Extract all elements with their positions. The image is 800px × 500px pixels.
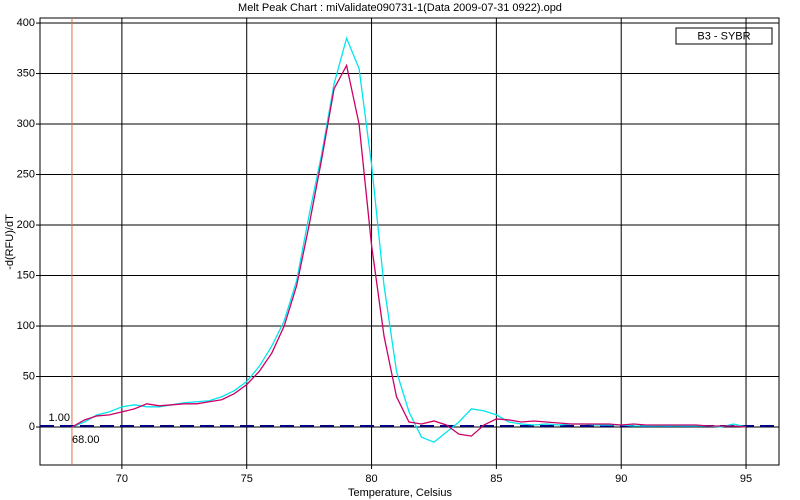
- threshold-label: 1.00: [49, 412, 70, 424]
- y-tick-label: 300: [17, 118, 35, 130]
- y-tick-label: 50: [23, 370, 35, 382]
- chart-title: Melt Peak Chart : miValidate090731-1(Dat…: [238, 2, 562, 14]
- x-tick-label: 85: [490, 473, 502, 485]
- plot-frame: [39, 17, 780, 466]
- x-tick-label: 80: [365, 473, 377, 485]
- y-tick-label: 100: [17, 320, 35, 332]
- data-line: [71, 36, 747, 443]
- y-axis-label: -d(RFU)/dT: [4, 214, 16, 270]
- y-tick-label: 0: [29, 421, 35, 433]
- x-tick-label: 70: [116, 473, 128, 485]
- y-tick-label: 200: [17, 219, 35, 231]
- y-tick-label: 400: [17, 17, 35, 29]
- x-axis-label: Temperature, Celsius: [348, 487, 452, 499]
- y-tick-label: 350: [17, 67, 35, 79]
- data-line: [71, 63, 747, 437]
- legend-label: B3 - SYBR: [697, 30, 750, 42]
- y-tick-label: 150: [17, 269, 35, 281]
- x-tick-label: 95: [740, 473, 752, 485]
- x-tick-label: 75: [241, 473, 253, 485]
- y-tick-label: 250: [17, 168, 35, 180]
- x-tick-label: 90: [615, 473, 627, 485]
- marker-label: 68.00: [72, 434, 100, 446]
- legend-box: [675, 27, 773, 45]
